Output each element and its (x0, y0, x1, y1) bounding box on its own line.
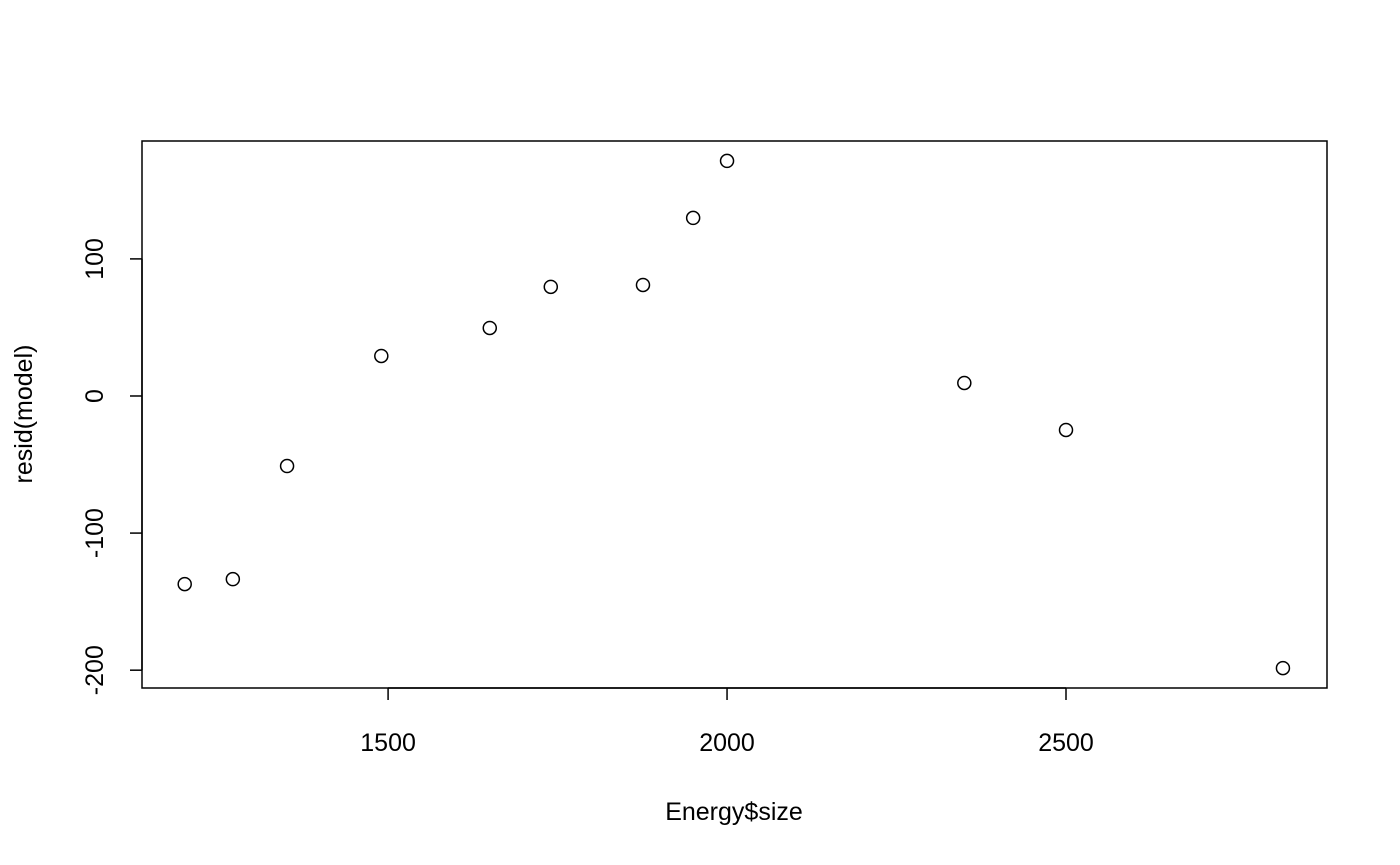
point (719, 153, 735, 169)
y-tick-label: -200 (81, 645, 109, 695)
y-tick-label: 0 (81, 389, 109, 403)
point (279, 458, 295, 474)
x-axis-label: Energy$size (665, 798, 803, 826)
x-tick-label: 1500 (360, 729, 416, 757)
point (957, 375, 972, 391)
y-tick-label: 100 (81, 238, 109, 280)
point (1058, 422, 1074, 438)
point (482, 320, 498, 336)
y-axis-label: resid(model) (10, 345, 38, 484)
point (374, 348, 389, 364)
x-tick-label: 2000 (699, 729, 755, 757)
y-tick-label: -100 (81, 508, 109, 558)
point (685, 210, 701, 226)
point (635, 277, 651, 293)
plot-frame (141, 140, 1328, 689)
point (177, 576, 192, 592)
point (225, 571, 241, 587)
point (1275, 660, 1291, 676)
point (543, 279, 559, 295)
x-tick-label: 2500 (1038, 729, 1094, 757)
